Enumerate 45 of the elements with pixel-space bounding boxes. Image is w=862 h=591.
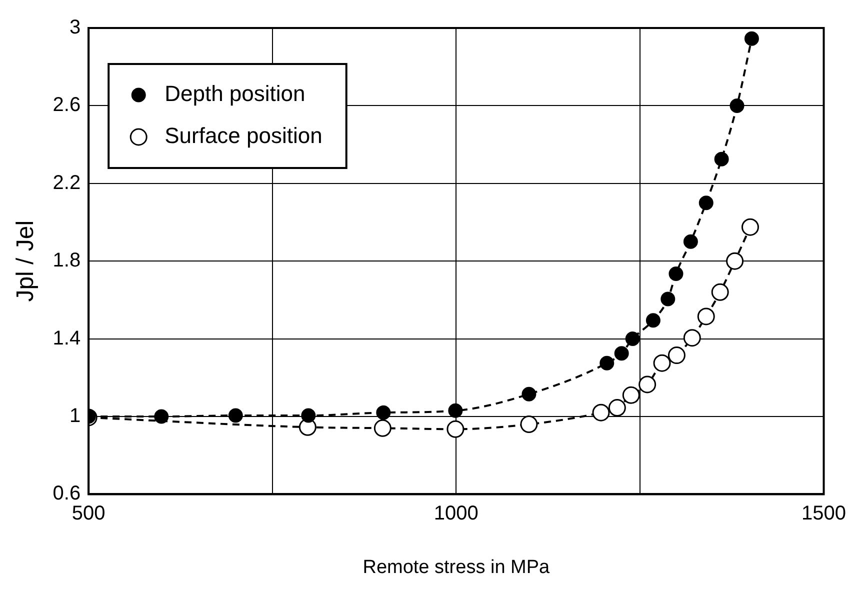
point bbox=[154, 409, 169, 424]
point bbox=[228, 408, 243, 423]
point bbox=[301, 408, 316, 423]
point bbox=[653, 354, 671, 372]
point bbox=[600, 356, 614, 370]
point bbox=[376, 405, 391, 420]
point bbox=[448, 403, 463, 418]
point bbox=[697, 308, 715, 326]
point bbox=[622, 386, 640, 404]
point bbox=[520, 416, 538, 434]
y-tick-label: 2.6 bbox=[52, 94, 81, 116]
y-tick-label: 2.2 bbox=[52, 172, 81, 194]
legend-label: Surface position bbox=[164, 123, 322, 148]
point bbox=[614, 346, 629, 361]
y-tick-label: 1.8 bbox=[52, 250, 81, 272]
point bbox=[660, 292, 676, 306]
y-tick-label: 0.6 bbox=[52, 482, 81, 505]
point bbox=[668, 346, 686, 364]
point bbox=[698, 196, 714, 210]
x-tick-label: 500 bbox=[72, 502, 106, 525]
point bbox=[522, 386, 536, 402]
point bbox=[625, 332, 640, 346]
x-tick-label: 1500 bbox=[802, 502, 846, 525]
x-tick-label: 1000 bbox=[434, 502, 478, 525]
point bbox=[714, 152, 729, 166]
point bbox=[726, 252, 744, 270]
point bbox=[744, 31, 759, 46]
point bbox=[374, 419, 392, 437]
point bbox=[730, 98, 744, 113]
y-axis-title: Jpl / Jel bbox=[12, 220, 40, 302]
point bbox=[446, 420, 464, 438]
point bbox=[608, 399, 626, 417]
point bbox=[741, 218, 759, 236]
point bbox=[646, 313, 660, 328]
point bbox=[638, 376, 656, 394]
x-axis-title: Remote stress in MPa bbox=[362, 556, 550, 578]
point bbox=[683, 234, 698, 249]
y-tick-label: 1.4 bbox=[52, 327, 81, 350]
point bbox=[683, 329, 701, 347]
y-tick-label: 3 bbox=[69, 16, 81, 39]
y-tick-label: 1 bbox=[69, 405, 81, 428]
point bbox=[711, 283, 729, 301]
point bbox=[668, 266, 684, 281]
legend-label: Depth position bbox=[164, 81, 306, 106]
point bbox=[592, 404, 610, 422]
